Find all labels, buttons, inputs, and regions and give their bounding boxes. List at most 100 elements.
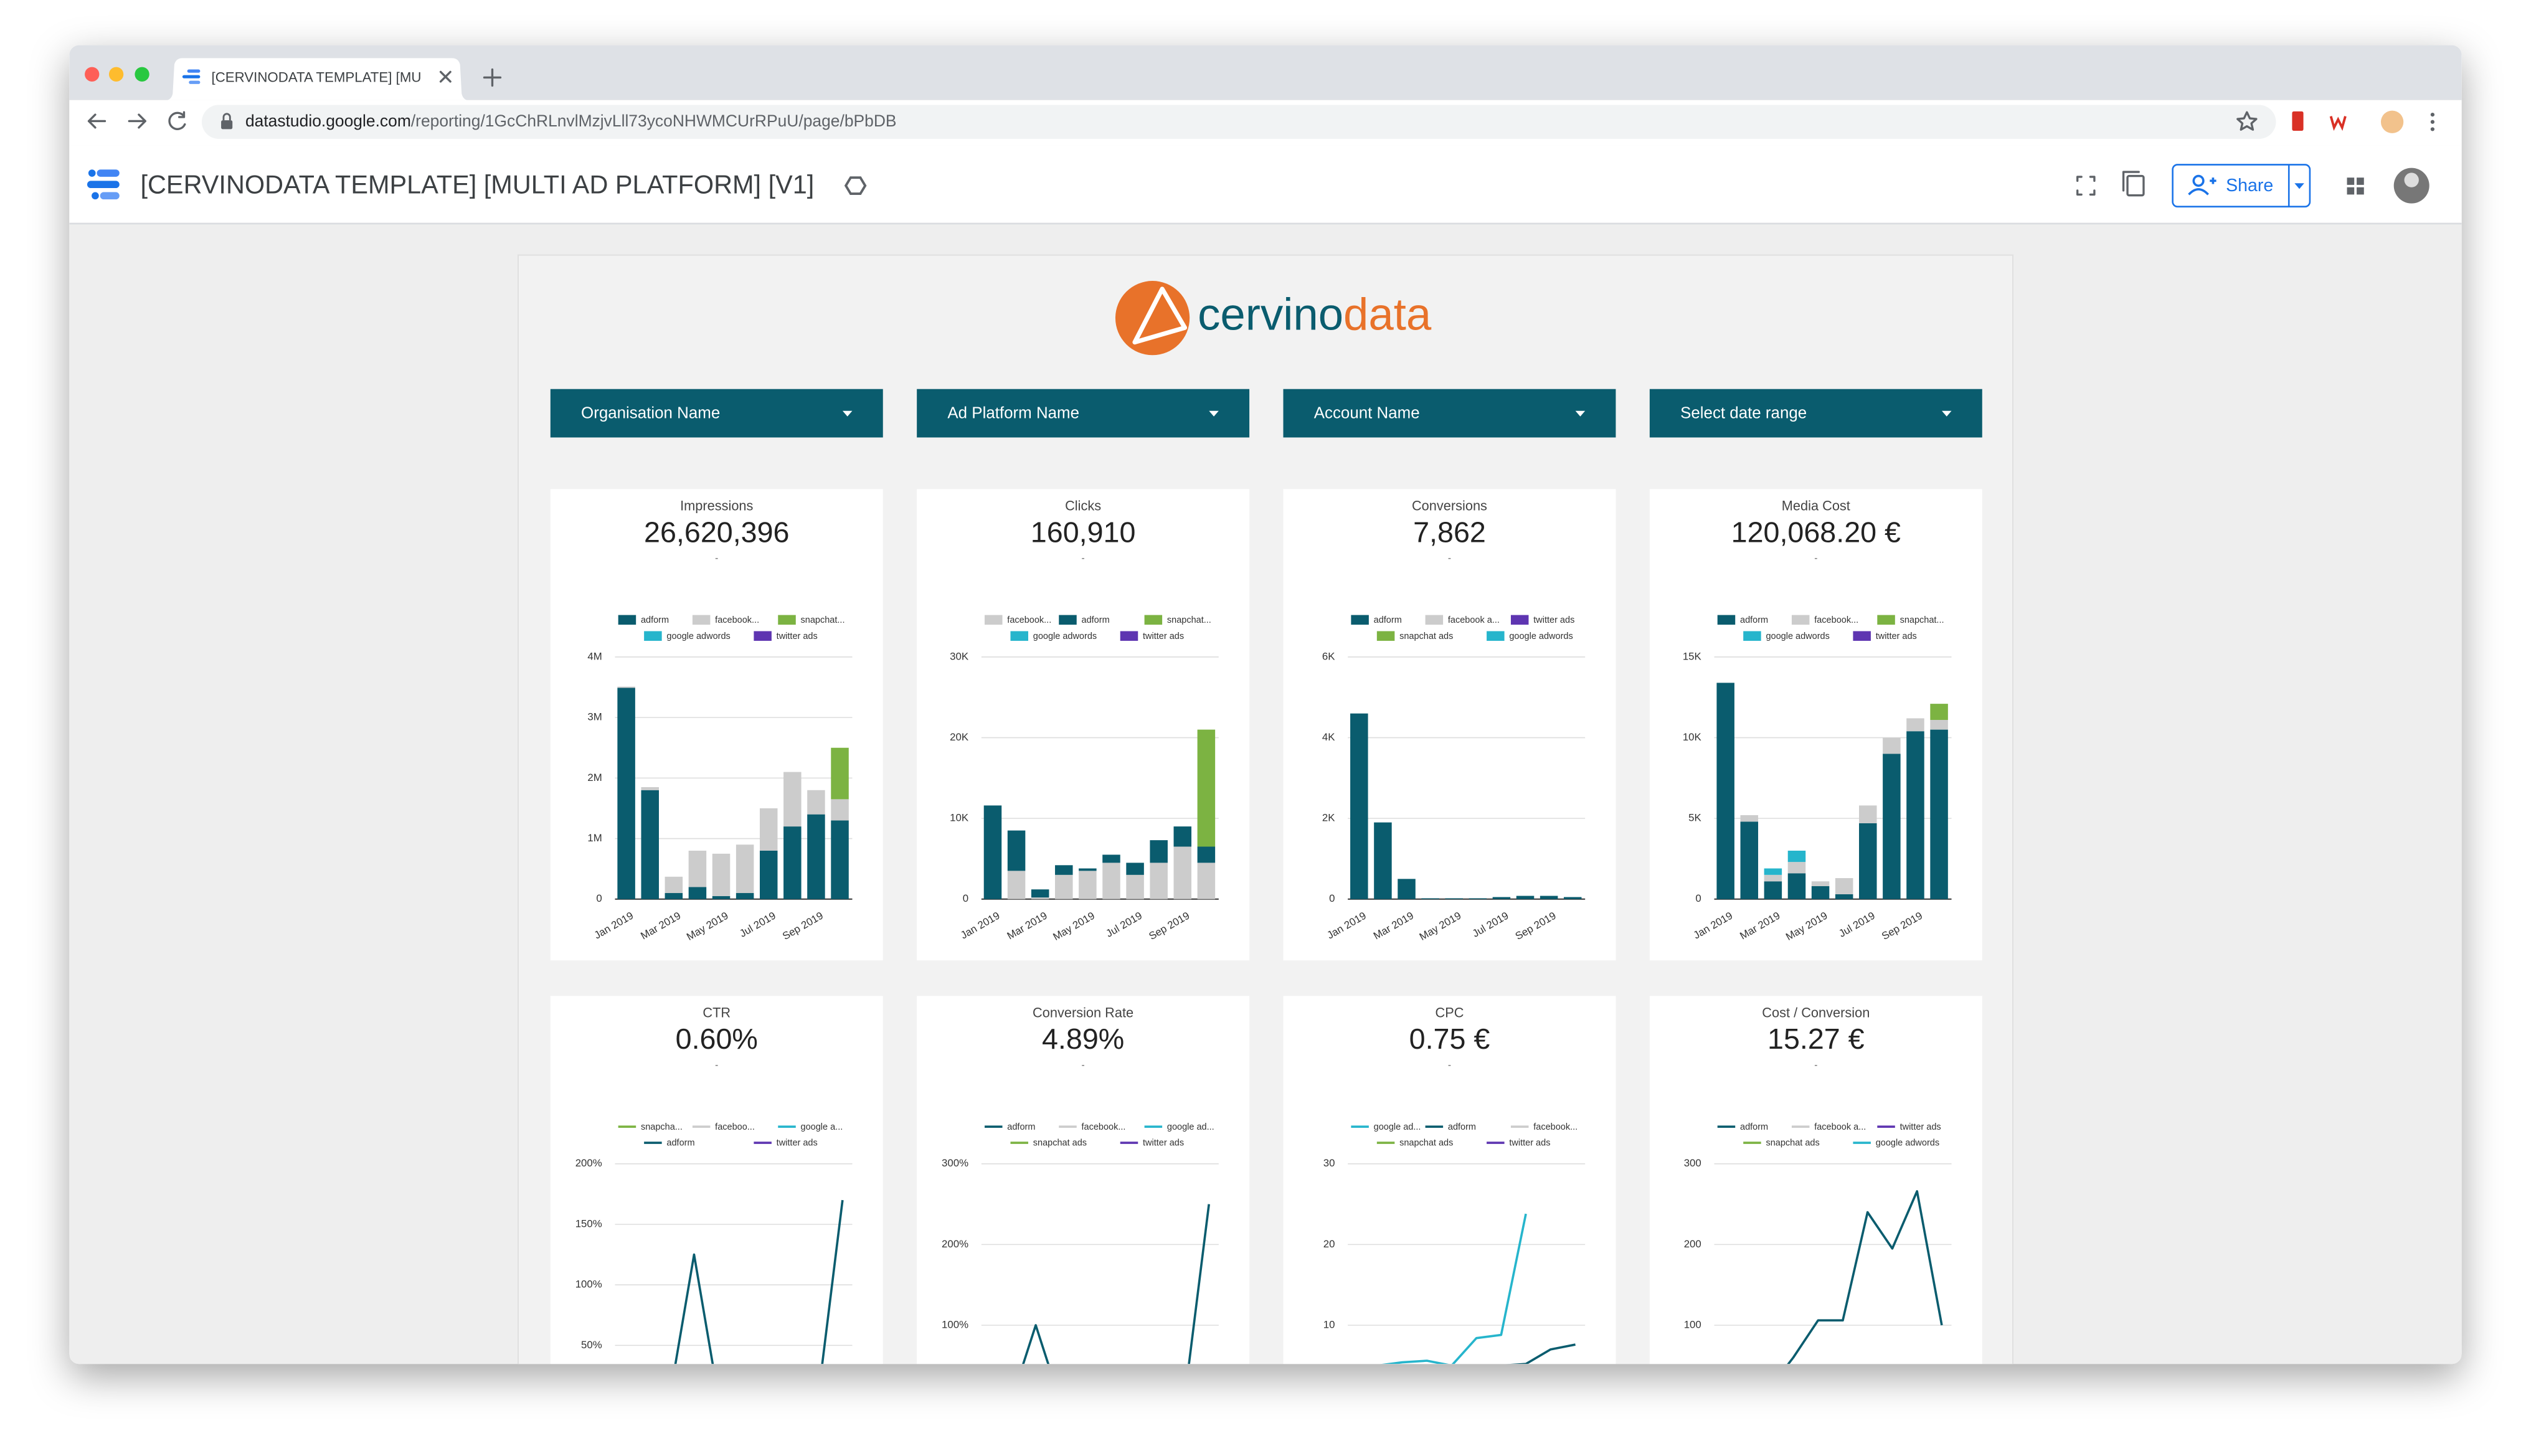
legend-label: snapchat ads — [1399, 1138, 1453, 1148]
card-comparison: - — [1082, 1060, 1085, 1071]
bar-segment — [1516, 896, 1535, 899]
legend-label: google ad... — [1374, 1122, 1421, 1132]
bar-segment — [736, 844, 754, 894]
apps-button[interactable] — [2347, 177, 2364, 195]
bar-segment — [1930, 729, 1948, 899]
bar-segment — [1764, 874, 1782, 882]
drive-icon[interactable] — [844, 176, 867, 196]
bar-segment — [1197, 729, 1216, 847]
bar-segment — [759, 808, 778, 851]
card-comparison: - — [1448, 1060, 1451, 1071]
card-value: 4.89% — [1042, 1023, 1124, 1055]
y-tick-label: 200 — [1684, 1238, 1701, 1250]
bar-segment — [1007, 830, 1026, 871]
copy-button[interactable] — [2122, 171, 2145, 197]
fullscreen-button[interactable] — [2076, 176, 2096, 196]
legend-label: google adwords — [1033, 631, 1097, 641]
forward-button[interactable] — [128, 113, 146, 129]
report-title[interactable]: [CERVINODATA TEMPLATE] [MULTI AD PLATFOR… — [140, 169, 814, 199]
url: datastudio.google.com/reporting/1GcChRLn… — [245, 111, 897, 130]
bar-segment — [1197, 846, 1216, 863]
legend-label: google adwords — [666, 631, 730, 641]
bar-segment — [1883, 737, 1901, 754]
card-comparison: - — [1814, 1060, 1817, 1071]
card-label: Media Cost — [1782, 498, 1850, 514]
y-tick-label: 6K — [1322, 650, 1335, 662]
filter-dropdown[interactable] — [550, 389, 883, 438]
legend-swatch — [1487, 631, 1505, 641]
share-label: Share — [2226, 176, 2273, 196]
active-tab[interactable] — [166, 58, 468, 100]
bar-segment — [1563, 897, 1582, 899]
bar-segment — [1740, 815, 1759, 822]
legend-label: twitter ads — [1509, 1138, 1550, 1148]
address-bar[interactable] — [201, 105, 2276, 139]
bar-segment — [759, 850, 778, 899]
bar-segment — [665, 893, 683, 899]
card-value: 26,620,396 — [644, 516, 789, 548]
browser-menu[interactable] — [2430, 112, 2435, 131]
card-label: CPC — [1435, 1005, 1464, 1021]
extension-icon[interactable] — [2329, 116, 2347, 131]
bar-segment — [783, 826, 802, 899]
y-tick-label: 200% — [942, 1238, 968, 1250]
legend-swatch — [1010, 631, 1028, 641]
bar-segment — [1031, 889, 1049, 898]
y-tick-label: 2M — [587, 772, 602, 783]
maximize-window[interactable] — [135, 67, 149, 82]
bar-segment — [641, 787, 659, 790]
bar-segment — [617, 686, 635, 688]
bookmark-star[interactable] — [2236, 111, 2258, 131]
logo-triangle — [1132, 286, 1188, 345]
share-button[interactable] — [2172, 164, 2311, 208]
bar-segment — [1173, 826, 1192, 847]
new-tab[interactable] — [483, 68, 502, 87]
filter-dropdown[interactable] — [1649, 389, 1982, 438]
y-tick-label: 3M — [587, 711, 602, 723]
tab-close[interactable] — [439, 70, 452, 83]
share-dropdown[interactable] — [2294, 183, 2304, 189]
data-studio-logo[interactable] — [87, 169, 120, 200]
y-tick-label: 50% — [581, 1339, 602, 1351]
legend-label: google adwords — [1509, 631, 1573, 641]
bar-segment — [1421, 898, 1439, 899]
y-tick-label: 15K — [1683, 650, 1702, 662]
legend-swatch — [1059, 615, 1077, 625]
logo-circle — [1115, 281, 1190, 356]
close-window[interactable] — [85, 67, 100, 82]
filter-dropdown[interactable] — [1283, 389, 1616, 438]
line-series — [1352, 1343, 1576, 1364]
legend-swatch — [1853, 631, 1871, 641]
logo-text: cervinodata — [1198, 290, 1432, 340]
legend-label: adform — [1374, 615, 1402, 625]
extension-icon[interactable] — [2292, 111, 2304, 131]
profile-avatar[interactable] — [2380, 110, 2404, 133]
user-avatar-face — [2404, 173, 2419, 187]
bar-segment — [1787, 850, 1806, 863]
legend-label: adform — [666, 1138, 694, 1148]
legend-label: adform — [1740, 1122, 1768, 1132]
bar-segment — [1079, 871, 1097, 899]
share-person-icon — [2188, 174, 2216, 196]
legend-label: twitter ads — [1876, 631, 1917, 641]
legend-swatch — [1510, 615, 1529, 625]
y-tick-label: 10 — [1323, 1318, 1335, 1330]
bar-segment — [1859, 823, 1877, 899]
back-button[interactable] — [87, 113, 106, 129]
filter-dropdown[interactable] — [917, 389, 1250, 438]
card-label: Conversions — [1412, 498, 1487, 514]
bar-segment — [736, 893, 754, 899]
bar-segment — [688, 887, 707, 899]
bar-segment — [1374, 822, 1392, 899]
reload-button[interactable] — [168, 111, 186, 130]
y-tick-label: 30K — [950, 650, 969, 662]
bar-segment — [1930, 704, 1948, 721]
legend-label: snapchat ads — [1766, 1138, 1819, 1148]
legend-label: snapchat... — [801, 615, 845, 625]
minimize-window[interactable] — [108, 67, 124, 82]
legend-label: twitter ads — [1143, 1138, 1184, 1148]
window-content: [CERVINODATA TEMPLATE] [MU datastudio.go… — [69, 45, 2462, 1364]
y-tick-label: 100% — [942, 1318, 968, 1330]
bar-segment — [1102, 854, 1120, 863]
